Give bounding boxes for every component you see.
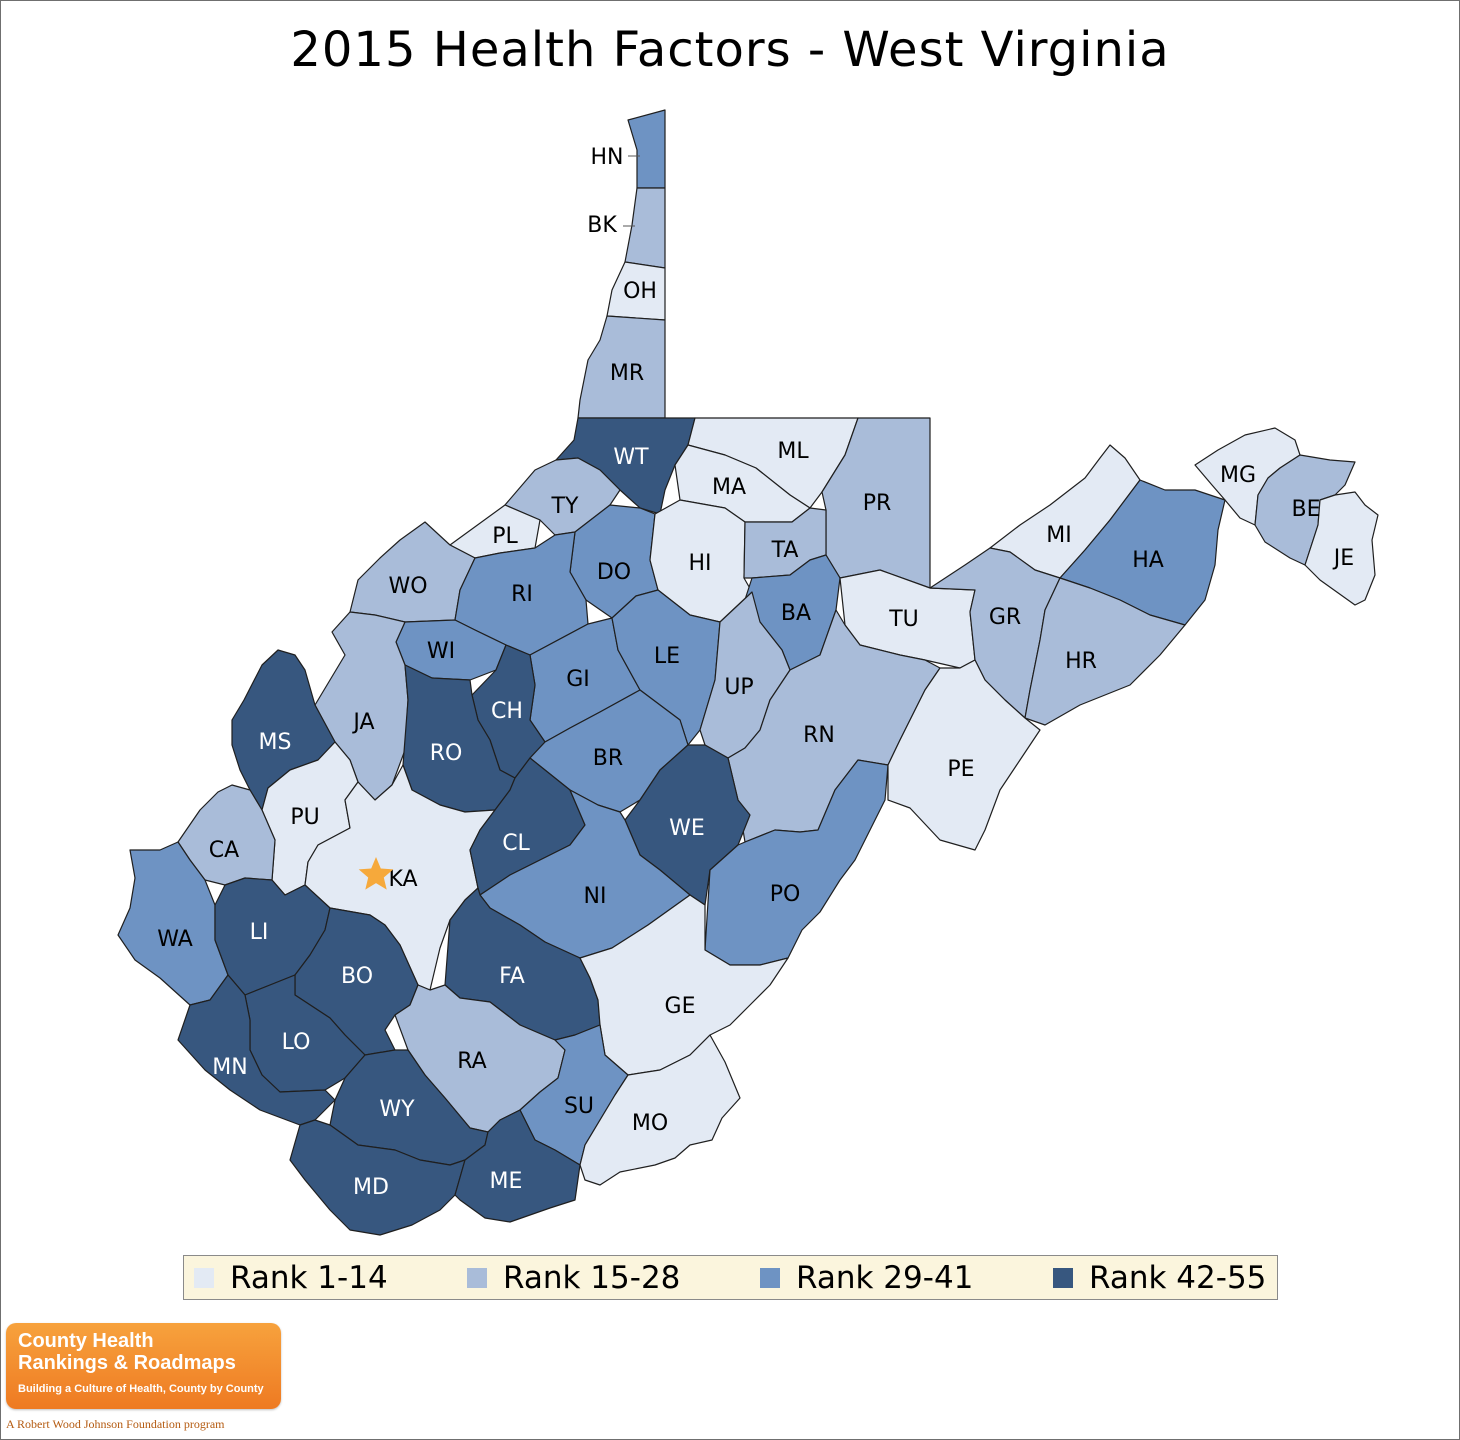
county-label-mi: MI [1046,523,1071,548]
star-icon [358,857,394,890]
county-bk[interactable] [624,187,666,269]
county-label-pr: PR [863,491,892,516]
county-label-wo: WO [388,574,427,599]
county-shape-hn[interactable] [627,109,666,189]
county-label-br: BR [593,746,623,771]
county-shape-wo[interactable] [349,521,476,623]
county-label-we: WE [669,816,705,841]
county-label-ri: RI [511,582,533,607]
county-shape-pe[interactable] [887,659,1041,851]
legend: Rank 1-14 Rank 15-28 Rank 29-41 Rank 42-… [183,1255,1278,1300]
county-mo[interactable] [579,1034,741,1186]
county-label-ha: HA [1132,548,1164,573]
county-label-bo: BO [341,964,373,989]
county-label-wi: WI [427,639,455,664]
county-shape-mr[interactable] [577,315,666,419]
county-label-pe: PE [947,757,974,782]
county-label-wy: WY [379,1097,415,1122]
county-label-gi: GI [566,667,590,692]
county-mn[interactable] [177,974,336,1126]
county-label-mo: MO [632,1111,668,1136]
county-ge[interactable] [579,894,789,1076]
county-shape-hr[interactable] [1024,577,1186,726]
logo-line-1: County Health [18,1330,154,1352]
county-mr[interactable] [577,315,666,419]
county-health-rankings-logo[interactable]: County Health Rankings & Roadmaps Buildi… [6,1323,281,1409]
county-label-je: JE [1332,546,1354,571]
county-label-ba: BA [781,601,811,626]
county-label-lo: LO [282,1030,311,1055]
county-hr[interactable] [1024,577,1186,726]
legend-item-rank-29-41: Rank 29-41 [760,1256,973,1299]
county-label-cl: CL [502,831,530,856]
legend-swatch [760,1267,780,1288]
legend-swatch [1053,1267,1073,1288]
legend-item-rank-15-28: Rank 15-28 [467,1256,680,1299]
county-shape-mn[interactable] [177,974,336,1126]
legend-swatch [194,1267,214,1288]
county-label-rn: RN [803,723,835,748]
county-label-ca: CA [209,838,239,863]
county-shape-bk[interactable] [624,187,666,269]
county-label-up: UP [724,675,753,700]
county-label-po: PO [770,882,801,907]
county-label-mn: MN [212,1055,247,1080]
county-shape-ge[interactable] [579,894,789,1076]
county-label-gr: GR [989,605,1021,630]
county-label-pl: PL [492,524,518,549]
county-label-pu: PU [290,805,319,830]
county-label-me: ME [490,1169,523,1194]
county-label-fa: FA [499,964,525,989]
county-label-hr: HR [1065,649,1097,674]
legend-label: Rank 1-14 [230,1259,388,1296]
county-label-ra: RA [457,1049,486,1074]
county-pe[interactable] [887,659,1041,851]
county-label-ta: TA [771,538,799,563]
county-label-ni: NI [584,884,607,909]
county-label-le: LE [654,644,680,669]
county-label-ge: GE [665,994,696,1019]
county-label-ka: KA [388,867,417,892]
county-label-ml: ML [777,439,809,464]
logo-tagline: Building a Culture of Health, County by … [18,1383,264,1395]
legend-label: Rank 29-41 [796,1259,974,1296]
county-je[interactable] [1304,491,1379,606]
legend-item-rank-1-14: Rank 1-14 [194,1256,388,1299]
county-label-ma: MA [712,475,746,500]
legend-swatch [467,1267,487,1288]
county-label-ty: TY [551,494,579,519]
county-label-oh: OH [623,279,657,304]
logo-footer: A Robert Wood Johnson Foundation program [6,1417,225,1431]
county-label-mr: MR [610,361,644,386]
county-label-ro: RO [430,741,463,766]
county-label-wa: WA [157,927,193,952]
county-label-tu: TU [888,607,919,632]
county-label-hn: HN [591,145,624,170]
county-label-mg: MG [1220,463,1256,488]
county-shape-mo[interactable] [579,1034,741,1186]
county-label-md: MD [353,1175,389,1200]
county-label-su: SU [564,1094,594,1119]
county-label-be: BE [1292,497,1321,522]
county-wo[interactable] [349,521,476,623]
logo-line-2: Rankings & Roadmaps [18,1352,236,1374]
county-hn[interactable] [627,109,666,189]
legend-label: Rank 15-28 [503,1259,681,1296]
map-title: 2015 Health Factors - West Virginia [290,22,1170,78]
county-shape-je[interactable] [1304,491,1379,606]
county-label-wt: WT [613,445,649,470]
county-label-li: LI [250,920,269,945]
legend-label: Rank 42-55 [1089,1259,1267,1296]
county-label-do: DO [597,560,631,585]
county-label-hi: HI [688,551,711,576]
legend-item-rank-42-55: Rank 42-55 [1053,1256,1266,1299]
county-me[interactable] [454,1109,581,1223]
county-label-ja: JA [351,710,374,735]
county-label-ch: CH [491,699,523,724]
county-label-bk: BK [587,213,617,238]
county-shape-me[interactable] [454,1109,581,1223]
county-label-ms: MS [259,730,292,755]
